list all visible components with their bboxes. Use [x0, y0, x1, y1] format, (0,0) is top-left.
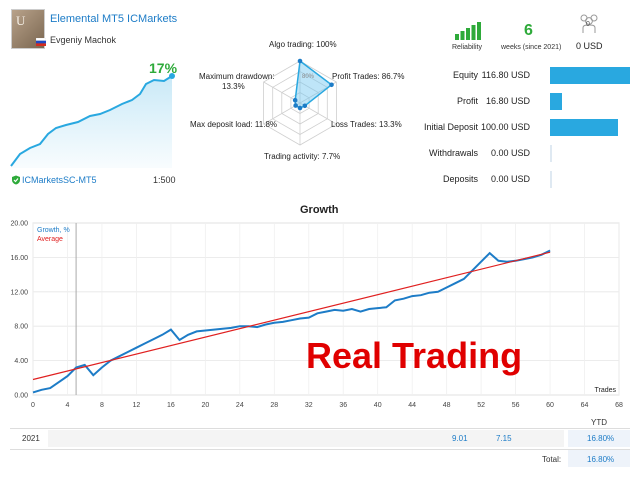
reliability-label: Reliability — [452, 44, 482, 51]
x-tick-label: 36 — [339, 402, 347, 409]
radar-algo-trading: Algo trading: 100% — [269, 40, 337, 49]
radar-deposit-load: Max deposit load: 11.8% — [190, 120, 278, 129]
account-row: Initial Deposit 100.00 USD — [0, 118, 640, 138]
signal-title[interactable]: Elemental MT5 ICMarkets — [50, 13, 178, 25]
growth-line — [32, 249, 551, 394]
x-tick-label: 12 — [133, 402, 141, 409]
x-tick-label: 52 — [477, 402, 485, 409]
account-row-value: 16.80 USD — [485, 96, 530, 106]
x-tick-label: 44 — [408, 402, 416, 409]
x-tick-label: 20 — [201, 402, 209, 409]
x-tick-label: 28 — [270, 402, 278, 409]
chart-title: Growth — [300, 204, 339, 216]
table-oct-value[interactable]: 9.01 — [452, 434, 468, 443]
reliability-bars-icon — [455, 22, 481, 40]
average-line — [32, 251, 551, 381]
x-tick-label: 8 — [100, 402, 104, 409]
x-tick-label: 48 — [443, 402, 451, 409]
radar-loss-trades: Loss Trades: 13.3% — [331, 120, 402, 129]
leverage: 1:500 — [153, 175, 176, 185]
x-tick-label: 64 — [581, 402, 589, 409]
subscribers-funds: 0 USD — [576, 41, 603, 51]
account-row-label: Initial Deposit — [423, 122, 478, 132]
table-ytd-label: YTD — [591, 418, 607, 427]
x-tick-label: 32 — [305, 402, 313, 409]
account-row: Withdrawals 0.00 USD — [0, 144, 640, 164]
subscribers-icon — [580, 14, 598, 33]
radar-point — [302, 103, 308, 109]
mini-chart-endpoint — [169, 73, 175, 79]
legend-entry: Average — [37, 236, 63, 243]
avatar-text: U — [16, 13, 26, 28]
total-cell — [568, 450, 630, 467]
author-name[interactable]: Evgeniy Machok — [50, 35, 117, 45]
y-tick-label: 20.00 — [10, 221, 28, 228]
plot-area — [32, 222, 620, 396]
x-tick-label: 68 — [615, 402, 623, 409]
radar-profit-trades: Profit Trades: 86.7% — [332, 72, 405, 81]
y-tick-label: 12.00 — [10, 289, 28, 296]
x-tick-label: 56 — [512, 402, 520, 409]
account-row-label: Withdrawals — [428, 148, 478, 158]
x-tick-label: 16 — [167, 402, 175, 409]
real-trading-overlay: Real Trading — [306, 335, 523, 376]
account-row-bar — [550, 119, 619, 136]
table-year: 2021 — [22, 434, 40, 443]
table-nov-value[interactable]: 7.15 — [496, 434, 512, 443]
x-axis-label: Trades — [594, 387, 616, 394]
radar-drawdown: Maximum drawdown: — [199, 72, 275, 81]
subscribers-value: 0 — [586, 21, 590, 28]
account-row-value: 100.00 USD — [480, 122, 530, 132]
verified-shield-icon — [12, 175, 20, 185]
table-ytd-value: 16.80% — [587, 434, 615, 443]
radar-chart: 80% — [263, 58, 337, 146]
account-row-bar — [550, 93, 562, 110]
x-tick-label: 60 — [546, 402, 554, 409]
account-row-value: 0.00 USD — [490, 174, 530, 184]
table-divider-2 — [10, 449, 630, 450]
x-tick-label: 4 — [66, 402, 70, 409]
account-row: Profit 16.80 USD — [0, 92, 640, 112]
russia-flag-icon — [36, 38, 46, 46]
radar-point — [329, 82, 334, 88]
legend-entry: Growth, % — [37, 227, 70, 234]
broker-server[interactable]: ICMarketsSC-MT5 — [22, 175, 97, 185]
y-tick-label: 8.00 — [14, 324, 28, 331]
table-divider — [10, 428, 630, 429]
radar-trading-activity: Trading activity: 7.7% — [264, 152, 341, 161]
ytd-cell — [568, 430, 630, 447]
mini-growth-chart — [10, 73, 175, 168]
weeks-label: weeks (since 2021) — [501, 44, 562, 51]
table-year-strip — [48, 430, 564, 447]
account-row-bar — [550, 67, 630, 84]
x-tick-label: 0 — [31, 402, 35, 409]
x-tick-label: 24 — [236, 402, 244, 409]
table-total-value: 16.80% — [587, 455, 615, 464]
account-row-bar — [550, 171, 552, 188]
growth-percent: 17% — [149, 60, 178, 76]
account-row-value: 0.00 USD — [490, 148, 530, 158]
account-row-label: Deposits — [442, 174, 478, 184]
radar-point — [293, 103, 298, 108]
account-row-value: 116.80 USD — [481, 70, 530, 80]
account-row-label: Profit — [456, 96, 478, 106]
weeks-value: 6 — [524, 22, 533, 39]
avatar[interactable]: U — [11, 9, 45, 49]
account-row: Equity 116.80 USD — [0, 66, 640, 86]
y-tick-label: 0.00 — [14, 393, 28, 400]
x-tick-label: 40 — [374, 402, 382, 409]
radar-point — [297, 105, 303, 111]
y-tick-label: 4.00 — [14, 358, 28, 365]
radar-drawdown-value: 13.3% — [222, 82, 245, 91]
table-total-label: Total: — [542, 455, 562, 464]
account-row-label: Equity — [452, 70, 478, 80]
account-row-bar — [550, 145, 552, 162]
radar-point — [297, 58, 303, 64]
y-tick-label: 16.00 — [10, 255, 28, 262]
radar-ring-label: 80% — [302, 74, 315, 80]
radar-point — [292, 97, 298, 103]
account-row: Deposits 0.00 USD — [0, 170, 640, 190]
